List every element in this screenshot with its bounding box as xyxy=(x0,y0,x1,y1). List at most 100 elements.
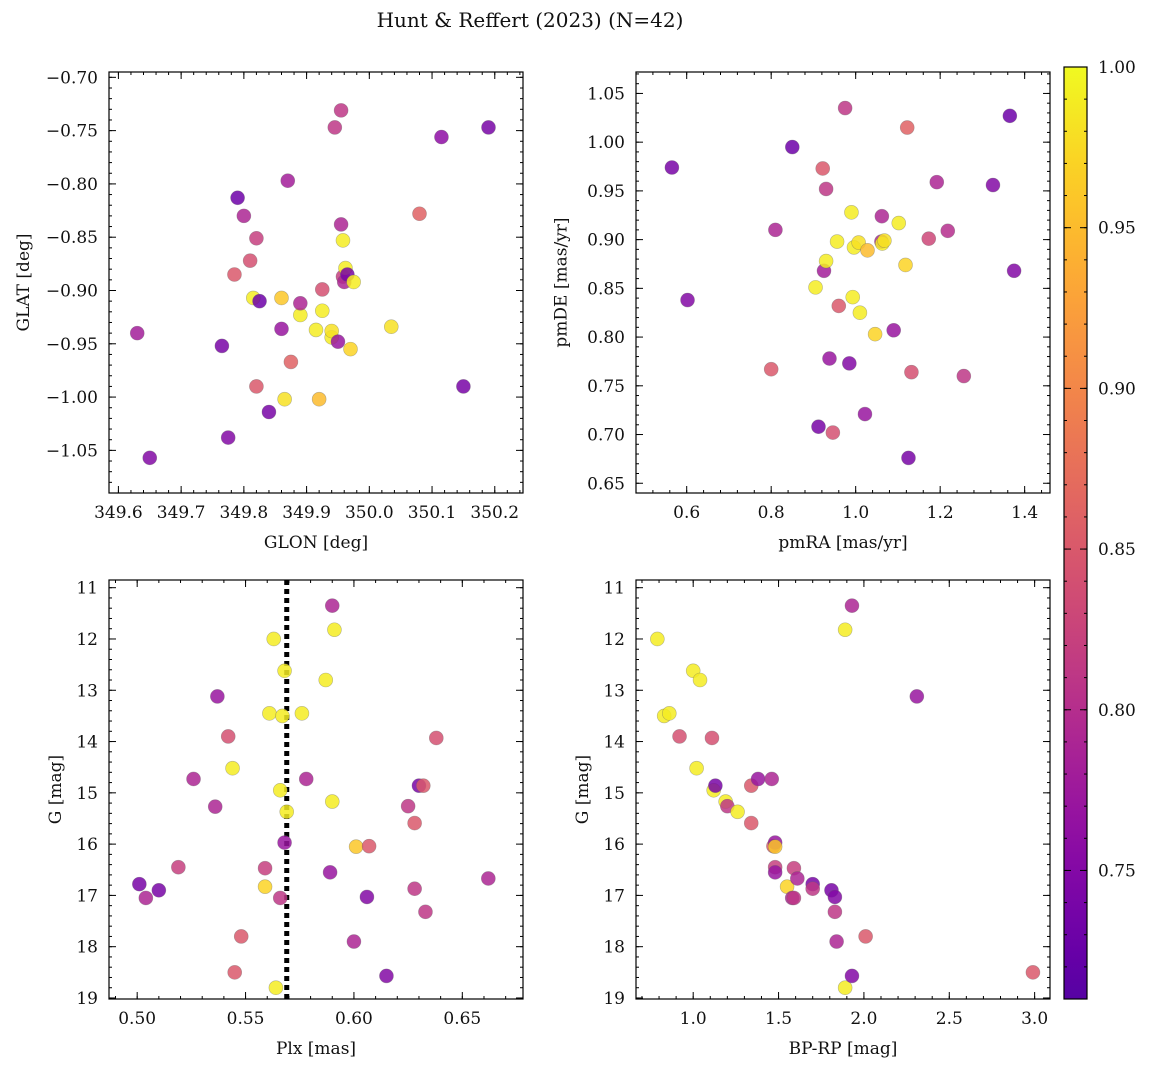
data-point xyxy=(418,904,433,920)
data-point xyxy=(272,782,288,798)
x-tick-label: 0.50 xyxy=(118,1009,156,1029)
x-tick-label: 349.6 xyxy=(94,503,143,523)
data-point xyxy=(138,890,154,906)
data-point xyxy=(249,379,264,394)
x-tick-label: 0.65 xyxy=(443,1009,481,1029)
data-point xyxy=(661,706,677,721)
data-point xyxy=(1006,263,1022,279)
data-point xyxy=(314,282,330,297)
data-point xyxy=(266,631,282,647)
x-tick-label: 349.9 xyxy=(282,503,331,523)
data-point xyxy=(314,303,330,319)
data-point xyxy=(858,929,873,944)
y-tick-label: −0.80 xyxy=(46,175,98,195)
axis-ticks xyxy=(636,580,1050,999)
data-point xyxy=(407,881,422,897)
y-tick-label: 17 xyxy=(603,886,625,906)
data-point xyxy=(233,929,249,944)
data-point xyxy=(294,706,310,721)
data-point xyxy=(891,215,907,231)
x-tick-label: 349.7 xyxy=(157,503,206,523)
data-point xyxy=(750,771,766,787)
data-point xyxy=(283,354,299,370)
x-axis-label: Plx [mas] xyxy=(276,1039,356,1059)
data-point xyxy=(129,325,145,341)
y-tick-label: 0.70 xyxy=(587,426,625,446)
x-tick-label: 350.1 xyxy=(408,503,457,523)
data-point xyxy=(664,160,680,175)
data-point xyxy=(142,450,158,466)
y-tick-label: −0.70 xyxy=(46,68,98,88)
data-point xyxy=(743,815,759,831)
x-tick-label: 0.8 xyxy=(758,503,785,523)
y-tick-label: −0.85 xyxy=(46,228,98,248)
data-point xyxy=(692,672,708,688)
data-point xyxy=(708,778,723,793)
data-point xyxy=(818,181,834,197)
y-tick-label: 1.00 xyxy=(587,133,625,153)
x-tick-label: 0.55 xyxy=(227,1009,265,1029)
data-point xyxy=(1002,108,1018,124)
data-point xyxy=(346,934,362,949)
data-point xyxy=(298,771,314,787)
scatter-points xyxy=(650,598,1041,996)
y-tick-label: 14 xyxy=(603,733,625,753)
data-point xyxy=(274,321,289,337)
data-point xyxy=(837,980,853,996)
data-point xyxy=(767,839,783,854)
y-tick-label: 0.75 xyxy=(587,377,625,397)
data-point xyxy=(764,771,780,787)
data-point xyxy=(456,379,471,394)
y-tick-label: 13 xyxy=(76,681,98,701)
data-point xyxy=(680,292,695,308)
data-point xyxy=(277,663,292,679)
data-point xyxy=(898,257,913,273)
data-point xyxy=(330,334,346,349)
data-point xyxy=(293,295,308,311)
data-point xyxy=(481,120,496,135)
data-point xyxy=(186,771,201,787)
y-tick-label: 18 xyxy=(603,938,625,958)
data-point xyxy=(650,631,665,647)
data-point xyxy=(262,706,277,721)
colorbar-tick-label: 0.85 xyxy=(1098,540,1136,560)
data-point xyxy=(214,338,230,354)
data-point xyxy=(383,319,399,335)
panel-plx-g: 0.50 0.55 0.60 0.65 11 12 13 14 15 16 17 18 19 Plx [m… xyxy=(46,579,524,1059)
data-point xyxy=(274,290,289,306)
data-point xyxy=(308,322,324,338)
data-point xyxy=(277,391,292,407)
x-axis-label: GLON [deg] xyxy=(264,533,368,553)
y-tick-label: −0.90 xyxy=(46,281,98,301)
data-point xyxy=(322,865,338,880)
data-point xyxy=(901,450,916,466)
data-point xyxy=(768,222,783,238)
axis-ticks xyxy=(109,72,523,493)
data-point xyxy=(324,794,340,809)
colorbar-tick-label: 1.00 xyxy=(1098,58,1136,78)
data-point xyxy=(171,859,186,875)
y-axis-label: G [mag] xyxy=(573,755,593,824)
y-tick-label: −1.00 xyxy=(46,388,98,408)
data-point xyxy=(837,622,853,638)
data-point xyxy=(379,968,394,984)
panel-glon-glat: 349.6 349.7 349.8 349.9 350.0 350.1 350.2 −0.70… xyxy=(14,68,524,553)
data-point xyxy=(261,404,277,420)
data-point xyxy=(730,804,745,820)
data-point xyxy=(786,890,802,906)
colorbar: 0.75 0.80 0.85 0.90 0.95 1.00 xyxy=(1063,58,1136,1000)
x-tick-label: 349.8 xyxy=(220,503,269,523)
data-point xyxy=(151,882,167,898)
data-point xyxy=(785,139,800,155)
y-tick-label: 19 xyxy=(76,989,98,1009)
data-point xyxy=(257,879,273,894)
data-point xyxy=(845,289,861,305)
x-axis-label: BP-RP [mag] xyxy=(789,1039,898,1059)
y-tick-label: 12 xyxy=(603,630,625,650)
x-tick-label: 3.0 xyxy=(1021,1009,1048,1029)
data-point xyxy=(837,100,853,116)
data-point xyxy=(921,231,937,246)
data-point xyxy=(280,173,296,189)
data-point xyxy=(811,419,826,435)
